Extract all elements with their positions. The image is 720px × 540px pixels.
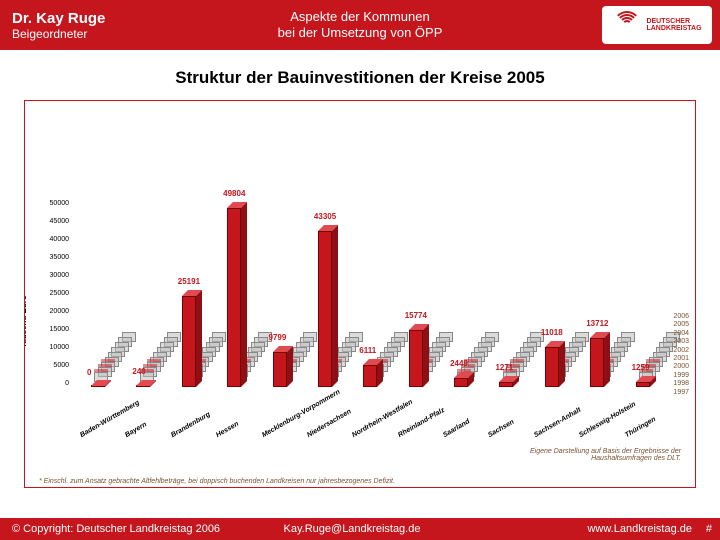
y-tick: 45000 bbox=[29, 218, 69, 225]
attribution-line2: Haushaltsumfragen des DLT. bbox=[530, 455, 681, 463]
bar bbox=[409, 330, 423, 387]
bar-value-label: 0 bbox=[87, 368, 91, 377]
bar-value-label: 13712 bbox=[586, 319, 608, 328]
y-axis: 0 5000 10000 15000 20000 25000 30000 35000 40000… bbox=[29, 129, 69, 387]
bar-value-label: 240 bbox=[132, 367, 145, 376]
depth-bar-cap bbox=[94, 369, 108, 372]
x-tick: Sachsen bbox=[487, 419, 515, 439]
legend-year: 2001 bbox=[673, 355, 689, 363]
depth-bar-cap bbox=[510, 359, 524, 362]
x-axis: Baden-WürttembergBayernBrandenburgHessen… bbox=[75, 387, 675, 477]
y-tick: 0 bbox=[29, 380, 69, 387]
footer-copyright: © Copyright: Deutscher Landkreistag 2006 bbox=[0, 523, 239, 535]
y-tick: 5000 bbox=[29, 362, 69, 369]
y-tick: 15000 bbox=[29, 326, 69, 333]
bar-value-label: 11018 bbox=[541, 328, 563, 337]
author-name: Dr. Kay Ruge bbox=[12, 10, 105, 27]
bar bbox=[182, 296, 196, 387]
legend-year: 2006 bbox=[673, 313, 689, 321]
x-tick: Hessen bbox=[215, 421, 240, 440]
bar-value-label: 2449 bbox=[450, 359, 468, 368]
chart-footnote: * Einschl. zum Ansatz gebrachte Altfehlb… bbox=[39, 478, 395, 485]
logo: DEUTSCHER LANDKREISTAG bbox=[602, 6, 712, 44]
chart-container: Tausend Euro 050001000015000200002500030… bbox=[24, 100, 696, 488]
header-author: Dr. Kay Ruge Beigeordneter bbox=[0, 10, 105, 41]
footer-page: # bbox=[706, 523, 712, 535]
bar-value-label: 9799 bbox=[269, 333, 287, 342]
chart-title: Struktur der Bauinvestitionen der Kreise… bbox=[0, 68, 720, 88]
subject-line2: bei der Umsetzung von ÖPP bbox=[278, 25, 443, 41]
depth-bar-cap bbox=[98, 364, 112, 367]
x-tick: Thüringen bbox=[624, 416, 657, 439]
y-tick: 50000 bbox=[29, 200, 69, 207]
bar-value-label: 1259 bbox=[632, 363, 650, 372]
logo-text-2: LANDKREISTAG bbox=[646, 25, 701, 32]
logo-text: DEUTSCHER LANDKREISTAG bbox=[646, 18, 701, 32]
y-tick: 10000 bbox=[29, 344, 69, 351]
x-tick: Niedersachsen bbox=[306, 408, 353, 439]
depth-bar-cap bbox=[147, 359, 161, 362]
footer-email: Kay.Ruge@Landkreistag.de bbox=[239, 523, 466, 535]
x-tick: Brandenburg bbox=[170, 411, 212, 439]
bar-value-label: 1271 bbox=[495, 363, 513, 372]
bar bbox=[227, 208, 241, 387]
x-tick: Mecklenburg-Vorpommern bbox=[261, 389, 341, 439]
depth-bar-cap bbox=[646, 359, 660, 362]
bar bbox=[273, 352, 287, 387]
header-bar: Dr. Kay Ruge Beigeordneter Aspekte der K… bbox=[0, 0, 720, 50]
x-tick: Bayern bbox=[124, 421, 148, 439]
legend-year: 1998 bbox=[673, 380, 689, 388]
legend-years: 2006200520042003200220012000199919981997 bbox=[673, 313, 689, 397]
legend-year: 1997 bbox=[673, 389, 689, 397]
bar-value-label: 6111 bbox=[359, 346, 376, 355]
legend-year: 2002 bbox=[673, 347, 689, 355]
y-axis-label: Tausend Euro bbox=[24, 295, 28, 348]
author-role: Beigeordneter bbox=[12, 27, 105, 41]
attribution-line1: Eigene Darstellung auf Basis der Ergebni… bbox=[530, 448, 681, 456]
x-tick: Rheinland-Pfalz bbox=[397, 407, 446, 439]
bar-value-label: 43305 bbox=[314, 212, 336, 221]
legend-year: 1999 bbox=[673, 372, 689, 380]
bar bbox=[590, 338, 604, 387]
footer-web: www.Landkreistag.de bbox=[465, 523, 720, 535]
legend-year: 2003 bbox=[673, 338, 689, 346]
footer-bar: © Copyright: Deutscher Landkreistag 2006… bbox=[0, 518, 720, 540]
bar bbox=[545, 347, 559, 387]
depth-bar-cap bbox=[101, 359, 115, 362]
header-subject: Aspekte der Kommunen bei der Umsetzung v… bbox=[278, 9, 443, 40]
logo-text-1: DEUTSCHER bbox=[646, 18, 701, 25]
bar bbox=[318, 231, 332, 387]
bar-value-label: 25191 bbox=[178, 277, 200, 286]
y-tick: 25000 bbox=[29, 290, 69, 297]
legend-year: 2005 bbox=[673, 321, 689, 329]
x-tick: Saarland bbox=[442, 418, 471, 439]
legend-year: 2004 bbox=[673, 330, 689, 338]
y-tick: 35000 bbox=[29, 254, 69, 261]
bars-layer: 0 240 25191 49804 9799 43305 6111 15774 2449 1271… bbox=[75, 121, 675, 387]
chart-plot-area: 0 240 25191 49804 9799 43305 6111 15774 2449 1271… bbox=[75, 121, 675, 387]
chart-attribution: Eigene Darstellung auf Basis der Ergebni… bbox=[530, 448, 681, 463]
subject-line1: Aspekte der Kommunen bbox=[278, 9, 443, 25]
y-tick: 20000 bbox=[29, 308, 69, 315]
bar bbox=[454, 378, 468, 387]
y-tick: 30000 bbox=[29, 272, 69, 279]
legend-year: 2000 bbox=[673, 363, 689, 371]
bar-value-label: 49804 bbox=[223, 189, 245, 198]
bar-value-label: 15774 bbox=[405, 311, 427, 320]
y-tick: 40000 bbox=[29, 236, 69, 243]
logo-arcs-icon bbox=[612, 11, 642, 39]
bar bbox=[363, 365, 377, 387]
x-tick: Sachsen-Anhalt bbox=[533, 407, 582, 440]
